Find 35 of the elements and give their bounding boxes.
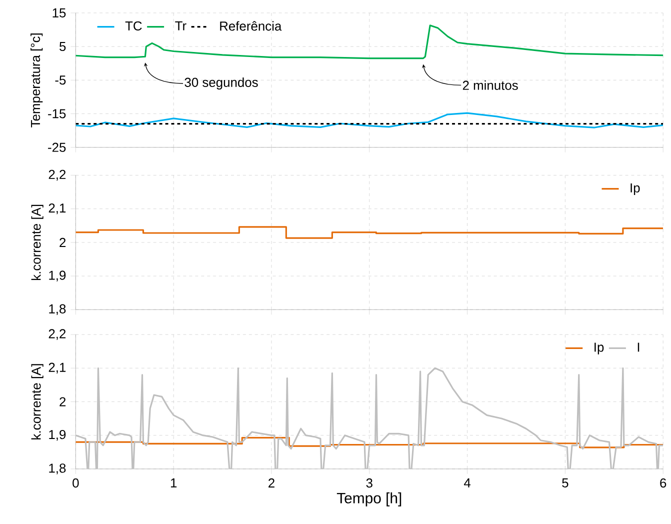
x-tick-label: 1 <box>170 478 177 488</box>
y-tick-label: 2 <box>60 238 66 248</box>
y-tick-label: 2,1 <box>48 362 66 374</box>
annotation: 30 segundos <box>184 78 258 90</box>
x-axis-title: Tempo [h] <box>336 492 402 506</box>
y-tick-label: 15 <box>52 8 66 18</box>
y-tick-label: 1,9 <box>49 430 66 441</box>
y-tick-label: 2,2 <box>48 329 66 340</box>
y-tick-label: 1,9 <box>49 270 66 282</box>
y-axis-title: k.corrente [A] <box>31 205 44 280</box>
legend-label: Ip <box>594 342 604 354</box>
y-tick-label: 1,8 <box>49 464 66 474</box>
y-tick-label: 2,2 <box>48 170 66 181</box>
y-tick-label: 1,8 <box>49 304 66 316</box>
x-tick-label: 6 <box>660 478 666 488</box>
y-axis-title: Temperatura [°c] <box>30 34 43 128</box>
y-tick-label: 2 <box>60 397 66 406</box>
legend-label: Referência <box>220 21 282 31</box>
y-tick-label: 2,1 <box>48 204 66 214</box>
line-series <box>76 112 664 128</box>
legend-label: Tr <box>175 22 186 30</box>
x-tick-label: 5 <box>562 478 568 488</box>
x-tick-label: 3 <box>366 478 372 488</box>
x-tick-label: 2 <box>268 478 274 488</box>
y-axis-title: k.corrente [A] <box>31 364 44 440</box>
y-tick-label: -5 <box>55 76 66 85</box>
legend-label: Ip <box>630 184 640 196</box>
legend-label: TC <box>125 21 142 31</box>
y-tick-label: -25 <box>48 142 66 152</box>
annotation: 2 minutos <box>462 80 518 90</box>
x-tick-label: 0 <box>72 478 79 488</box>
y-tick-label: -15 <box>48 109 66 118</box>
x-tick-label: 4 <box>464 478 471 488</box>
y-tick-label: 5 <box>60 42 66 52</box>
legend-label: I <box>638 342 640 352</box>
